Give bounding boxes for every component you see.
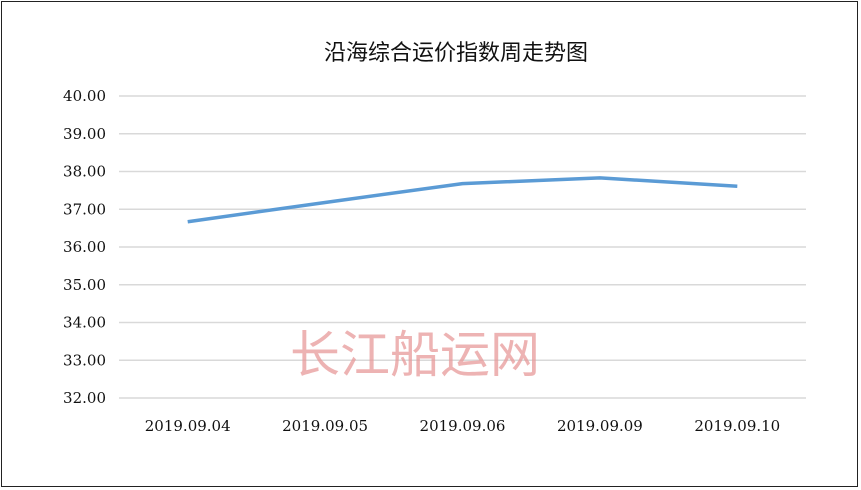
series-line — [187, 176, 738, 224]
y-tick-label: 36.00 — [63, 238, 106, 256]
x-tick-label: 2019.09.09 — [557, 417, 643, 435]
watermark: 长江船运网 — [290, 326, 540, 384]
x-tick-label: 2019.09.10 — [694, 417, 780, 435]
x-tick-label: 2019.09.06 — [420, 417, 506, 435]
x-tick-label: 2019.09.04 — [145, 417, 231, 435]
x-tick-label: 2019.09.05 — [282, 417, 368, 435]
y-tick-label: 34.00 — [63, 314, 106, 332]
y-tick-label: 32.00 — [63, 389, 106, 407]
y-tick-label: 37.00 — [63, 200, 106, 218]
y-tick-label: 33.00 — [63, 351, 106, 369]
y-tick-label: 40.00 — [63, 87, 106, 105]
chart-title: 沿海综合运价指数周走势图 — [324, 41, 588, 66]
y-tick-label: 39.00 — [63, 125, 106, 143]
y-tick-label: 38.00 — [63, 163, 106, 181]
y-tick-label: 35.00 — [63, 276, 106, 294]
